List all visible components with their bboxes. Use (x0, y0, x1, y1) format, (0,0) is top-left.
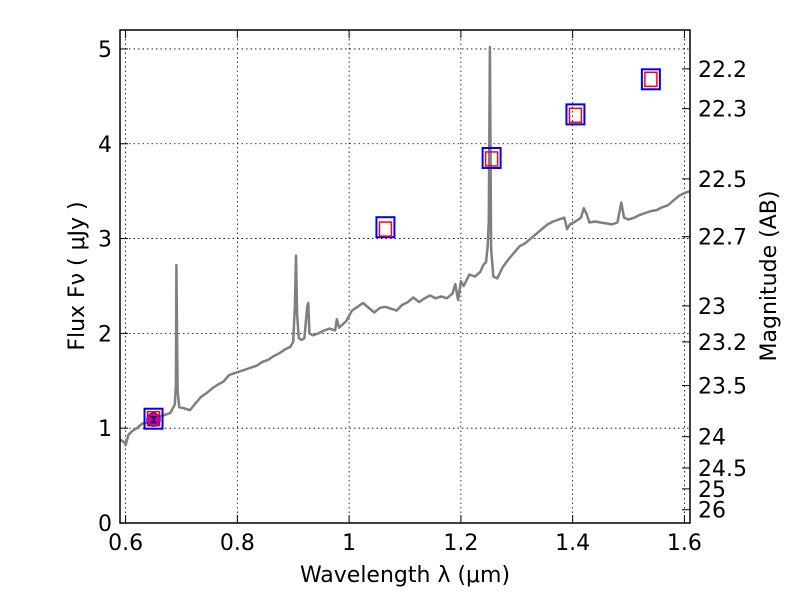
photometry-markers (143, 68, 661, 430)
y-tick-label: 5 (98, 38, 112, 63)
spectrum-line (119, 45, 691, 447)
y-tick-label: 2 (98, 322, 112, 347)
red-square-marker (484, 151, 499, 167)
y-tick-label: 4 (98, 133, 112, 158)
red-square-marker (568, 107, 583, 124)
right-tick-label: 22.2 (698, 58, 747, 83)
x-tick-label: 0.8 (220, 531, 255, 556)
right-tick-label: 26 (698, 499, 726, 524)
right-tick-label: 25 (698, 478, 726, 503)
x-tick-label: 1 (342, 531, 356, 556)
grid (120, 30, 690, 524)
right-tick-label: 24 (698, 426, 726, 451)
right-axis-label: Magnitude (AB) (757, 191, 782, 362)
right-tick-label: 23.5 (698, 375, 747, 400)
right-tick-label: 22.5 (698, 168, 747, 193)
axis-ticks: 0.6 0.8 1 1.2 1.4 1.601234522.222.322.522.723… (98, 30, 747, 556)
blue-square-marker (565, 103, 586, 126)
blue-square-marker (375, 216, 396, 239)
right-tick-label: 22.7 (698, 226, 747, 251)
x-axis-label: Wavelength λ (μm) (300, 563, 510, 588)
right-tick-label: 23 (698, 295, 726, 320)
x-tick-label: 1.6 (667, 531, 702, 556)
red-square-marker (644, 71, 658, 88)
x-tick-label: 0.6 (108, 531, 143, 556)
y-tick-label: 3 (98, 228, 112, 253)
plot-frame (119, 29, 691, 524)
y-tick-label: 1 (98, 417, 112, 442)
blue-square-marker (640, 68, 661, 91)
right-tick-label: 24.5 (698, 457, 747, 482)
right-tick-label: 23.2 (698, 331, 747, 356)
x-tick-label: 1.2 (443, 531, 478, 556)
red-square-marker (378, 221, 393, 237)
spectrum-series (119, 45, 691, 447)
x-tick-label: 1.4 (555, 531, 590, 556)
y-tick-label: 0 (98, 512, 112, 537)
blue-square-marker (481, 146, 502, 169)
y-axis-label: Flux Fν ( μJy ) (65, 201, 90, 350)
right-tick-label: 22.3 (698, 98, 747, 123)
blue-square-marker (143, 407, 164, 430)
